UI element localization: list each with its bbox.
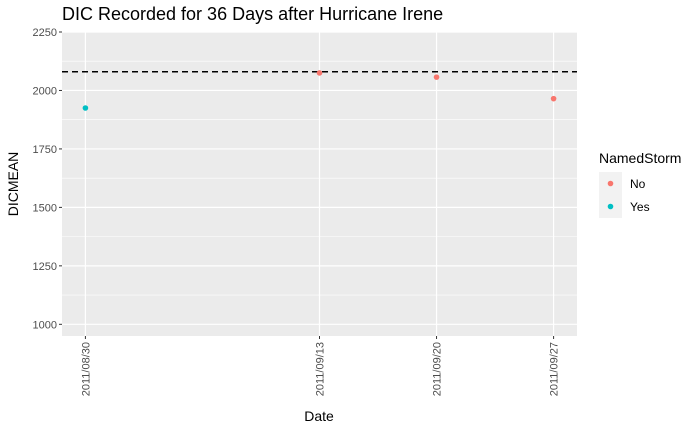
legend: NamedStorm No Yes [599,150,681,218]
data-point [316,70,323,76]
y-axis-title: DICMEAN [5,152,21,217]
legend-label: No [630,177,646,191]
data-point [82,105,89,111]
legend-key-point [607,203,614,210]
y-tick-label: 1000 [33,319,57,331]
x-tick-label: 2011/09/13 [315,342,327,396]
x-tick-label: 2011/09/27 [549,342,561,396]
y-tick-label: 1500 [33,202,57,214]
chart-title: DIC Recorded for 36 Days after Hurricane… [62,4,443,24]
legend-label: Yes [630,200,650,214]
legend-key-point [607,180,614,187]
y-axis-ticks: 1000 1250 1500 1750 2000 2250 [33,27,62,331]
x-axis-ticks: 2011/08/30 2011/09/13 2011/09/20 2011/09/27 [80,336,561,396]
y-tick-label: 1250 [33,261,57,273]
data-point [550,95,557,102]
major-gridlines [62,31,577,336]
data-points [82,70,557,111]
legend-title: NamedStorm [599,150,681,166]
y-tick-label: 2250 [33,27,57,39]
y-tick-label: 1750 [33,144,57,156]
data-point [433,74,440,80]
x-tick-label: 2011/09/20 [432,342,444,396]
x-axis-title: Date [304,408,334,424]
y-tick-label: 2000 [33,85,57,97]
x-tick-label: 2011/08/30 [80,342,92,396]
